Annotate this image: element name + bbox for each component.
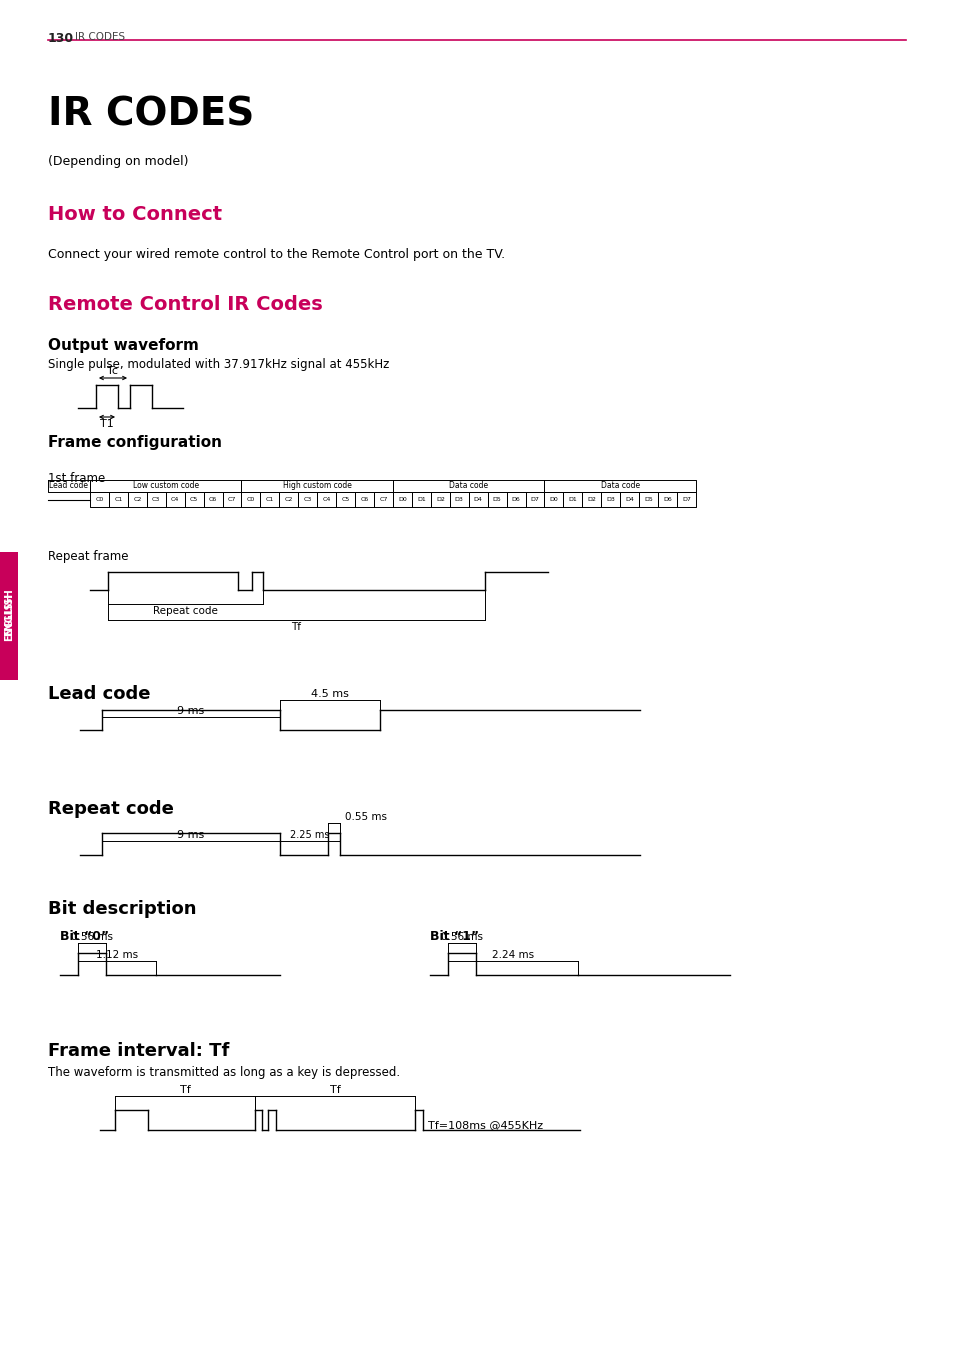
Text: 0.55 ms: 0.55 ms — [345, 811, 387, 822]
Text: Tf: Tf — [179, 1085, 191, 1095]
Text: The waveform is transmitted as long as a key is depressed.: The waveform is transmitted as long as a… — [48, 1066, 399, 1078]
Text: Output waveform: Output waveform — [48, 338, 198, 353]
Text: 2.25 ms: 2.25 ms — [290, 830, 330, 840]
Text: Frame configuration: Frame configuration — [48, 435, 222, 450]
Text: D6: D6 — [511, 497, 520, 501]
Text: C3: C3 — [152, 497, 160, 501]
Text: Low custom code: Low custom code — [132, 481, 198, 491]
Text: Bit description: Bit description — [48, 900, 196, 918]
Text: (Depending on model): (Depending on model) — [48, 155, 189, 168]
Text: C7: C7 — [379, 497, 387, 501]
Text: Repeat frame: Repeat frame — [48, 550, 129, 563]
Text: D0: D0 — [397, 497, 406, 501]
Text: C7: C7 — [228, 497, 236, 501]
Text: D2: D2 — [436, 497, 444, 501]
Text: D6: D6 — [662, 497, 671, 501]
Text: ENGLISH: ENGLISH — [4, 593, 14, 642]
Bar — [0, 555, 18, 679]
Text: D3: D3 — [455, 497, 463, 501]
Text: C1: C1 — [114, 497, 122, 501]
Text: Bit “0”: Bit “0” — [60, 930, 109, 944]
Text: High custom code: High custom code — [282, 481, 352, 491]
Text: C1: C1 — [266, 497, 274, 501]
Text: Remote Control IR Codes: Remote Control IR Codes — [48, 295, 322, 314]
Text: Data code: Data code — [600, 481, 639, 491]
Text: 1st frame: 1st frame — [48, 472, 105, 485]
Text: C6: C6 — [209, 497, 217, 501]
Text: IR CODES: IR CODES — [75, 32, 125, 42]
Text: C4: C4 — [322, 497, 331, 501]
Text: C5: C5 — [190, 497, 198, 501]
Text: Repeat code: Repeat code — [48, 799, 173, 818]
Text: D5: D5 — [643, 497, 653, 501]
Text: Connect your wired remote control to the Remote Control port on the TV.: Connect your wired remote control to the… — [48, 248, 504, 262]
Text: D7: D7 — [681, 497, 690, 501]
Text: 0.56 ms: 0.56 ms — [440, 931, 482, 942]
Text: Tf=108ms @455KHz: Tf=108ms @455KHz — [428, 1120, 542, 1130]
Text: IR CODES: IR CODES — [48, 94, 254, 133]
Text: Repeat code: Repeat code — [152, 607, 217, 616]
Text: C6: C6 — [360, 497, 368, 501]
Text: ENGLISH: ENGLISH — [4, 588, 14, 636]
Text: D4: D4 — [624, 497, 634, 501]
Text: Tf: Tf — [330, 1085, 340, 1095]
Text: 1.12 ms: 1.12 ms — [96, 950, 138, 960]
Text: 0.56 ms: 0.56 ms — [71, 931, 112, 942]
Text: D1: D1 — [568, 497, 577, 501]
Text: Lead code: Lead code — [50, 481, 89, 491]
Text: D0: D0 — [549, 497, 558, 501]
Text: How to Connect: How to Connect — [48, 205, 222, 224]
Text: D7: D7 — [530, 497, 538, 501]
Text: C2: C2 — [133, 497, 141, 501]
Text: Data code: Data code — [449, 481, 488, 491]
Text: C5: C5 — [341, 497, 350, 501]
Text: C0: C0 — [247, 497, 254, 501]
Bar — [0, 551, 18, 673]
Text: D5: D5 — [493, 497, 501, 501]
Text: D4: D4 — [474, 497, 482, 501]
Text: 4.5 ms: 4.5 ms — [311, 689, 349, 700]
Text: 9 ms: 9 ms — [177, 830, 204, 840]
Text: T1: T1 — [100, 419, 113, 429]
Text: 9 ms: 9 ms — [177, 706, 204, 716]
Text: Tf: Tf — [292, 621, 301, 632]
Text: C2: C2 — [284, 497, 293, 501]
Text: 2.24 ms: 2.24 ms — [492, 950, 534, 960]
Text: C3: C3 — [303, 497, 312, 501]
Text: D1: D1 — [416, 497, 425, 501]
Text: Lead code: Lead code — [48, 685, 151, 704]
Text: Single pulse, modulated with 37.917kHz signal at 455kHz: Single pulse, modulated with 37.917kHz s… — [48, 359, 389, 371]
Text: Bit “1”: Bit “1” — [430, 930, 478, 944]
Text: C4: C4 — [171, 497, 179, 501]
Text: C0: C0 — [95, 497, 104, 501]
Text: D2: D2 — [587, 497, 596, 501]
Text: D3: D3 — [606, 497, 615, 501]
Text: Tc: Tc — [108, 367, 118, 376]
Text: Frame interval: Tf: Frame interval: Tf — [48, 1042, 229, 1060]
Text: 130: 130 — [48, 32, 74, 44]
